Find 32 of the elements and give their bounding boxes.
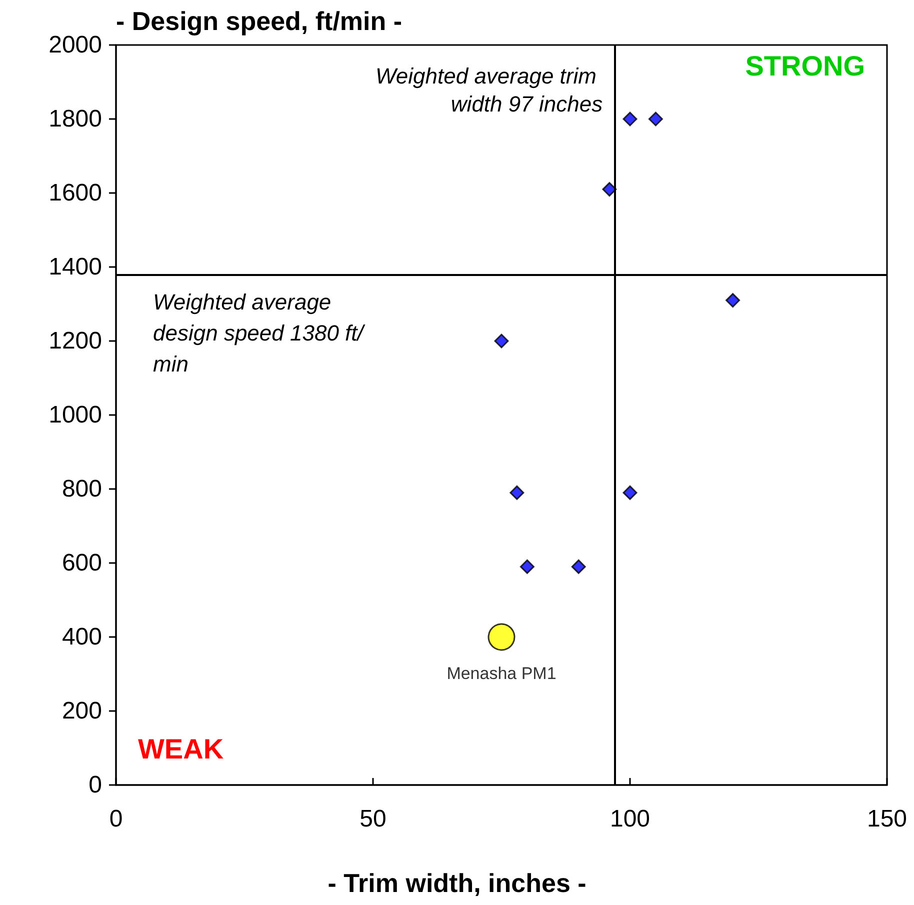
x-tick-label: 0 xyxy=(109,806,123,832)
x-tick-label: 100 xyxy=(610,806,650,832)
y-tick-label: 2000 xyxy=(48,32,102,58)
point xyxy=(602,182,617,197)
y-tick-label: 1600 xyxy=(48,180,102,206)
point xyxy=(494,334,509,348)
point xyxy=(510,485,524,500)
point xyxy=(648,112,663,126)
x-tick-label: 150 xyxy=(866,806,908,832)
y-axis-title: - Design speed, ft/min - xyxy=(116,6,402,36)
ref-line-label: Weighted average trim width 97 inches xyxy=(376,64,603,116)
point xyxy=(571,559,586,574)
y-tick-label: 1000 xyxy=(48,402,102,428)
point xyxy=(622,112,638,126)
y-tick-label: 400 xyxy=(62,624,102,650)
x-tick-label: 50 xyxy=(360,806,386,832)
annotation: WEAK xyxy=(138,734,224,764)
annotation: STRONG xyxy=(745,50,865,82)
point xyxy=(488,623,516,651)
y-tick-label: 1800 xyxy=(48,106,102,132)
series-label: Menasha PM1 xyxy=(446,664,556,683)
y-tick-label: 800 xyxy=(62,476,102,502)
y-tick-label: 1200 xyxy=(48,328,102,354)
y-tick-label: 0 xyxy=(88,772,102,798)
y-tick-label: 200 xyxy=(62,698,102,724)
point xyxy=(726,293,740,308)
x-axis-title: - Trim width, inches - xyxy=(328,868,586,898)
point xyxy=(622,485,638,500)
point xyxy=(520,559,534,574)
ref-line-label: Weighted average design speed 1380 ft/min xyxy=(153,289,366,376)
y-tick-label: 600 xyxy=(62,550,102,576)
y-tick-label: 1400 xyxy=(48,254,102,280)
